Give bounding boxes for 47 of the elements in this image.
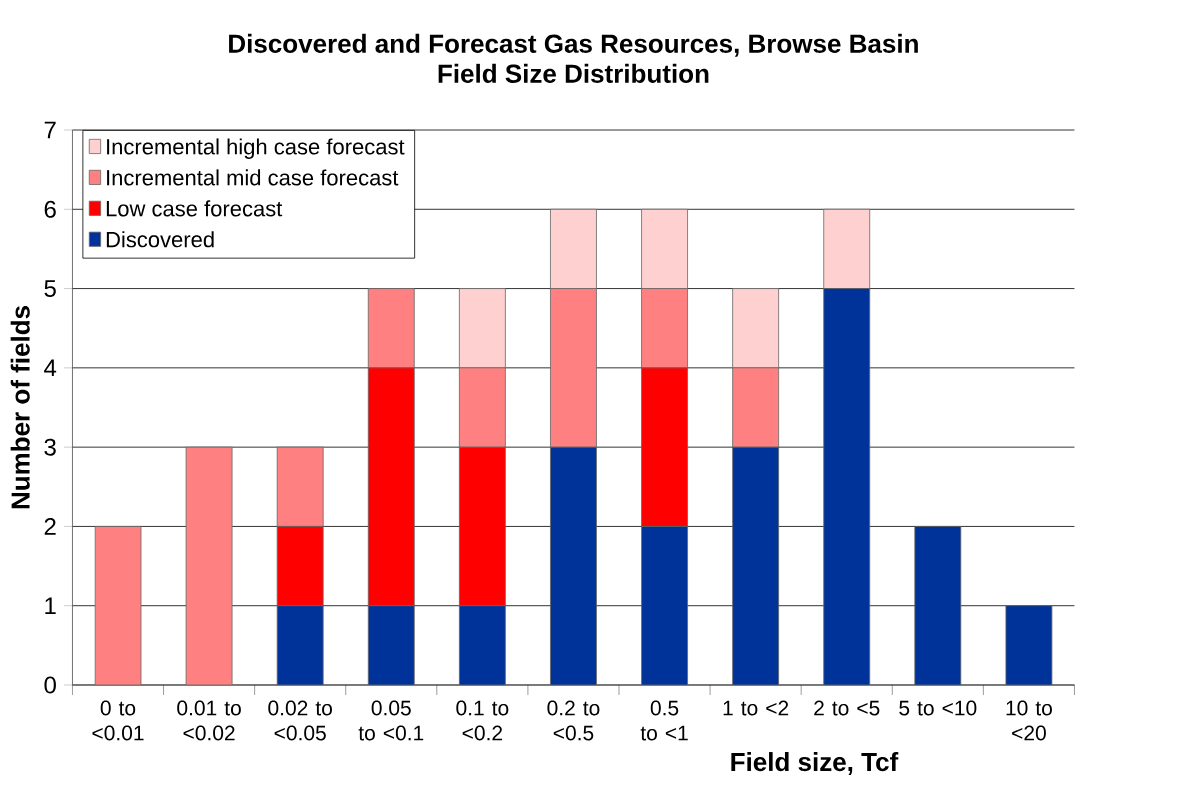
bar [94,526,142,685]
bar [367,605,415,685]
y-tick-label: 6 [44,200,56,218]
bar [732,367,780,448]
bar [276,446,324,527]
x-tick-label: 0.1 to <0.2 [456,700,509,741]
bar [1005,605,1053,685]
bar [732,446,780,685]
y-tick-label: 0 [44,676,56,694]
x-tick-label: 0.01 to <0.02 [177,700,241,741]
x-axis-title: Field size, Tcf [731,752,899,775]
legend-label: Low case forecast [106,200,283,217]
bar [367,288,415,369]
y-axis-title: Number of fields [10,306,30,509]
bar [367,367,415,607]
bar [185,446,233,685]
x-tick-label: 0.05 to <0.1 [358,700,424,741]
y-tick-label: 7 [44,121,56,139]
y-tick-label: 5 [44,280,56,297]
y-tick-label: 1 [45,597,56,614]
bar [641,526,688,685]
bar [550,288,597,448]
bar [458,367,506,448]
bar [276,605,324,685]
bar [458,605,506,685]
bar [641,288,688,369]
chart-subtitle: Field Size Distribution [438,63,709,83]
bar [641,367,688,527]
x-tick-label: 0.02 to <0.05 [268,700,332,741]
x-tick-label: 10 to <20 [1006,700,1052,741]
legend-label: Incremental high case forecast [107,138,405,159]
bar [914,526,962,685]
bar [458,446,506,607]
legend-label: Discovered [106,231,214,248]
y-tick-label: 2 [44,518,56,535]
bar [823,288,871,685]
legend-label: Incremental mid case forecast [107,169,399,186]
y-tick-label: 4 [44,359,57,377]
chart-title: Discovered and Forecast Gas Resources, Browse Basin [229,33,918,57]
y-tick-label: 3 [44,438,56,456]
x-tick-label: 5 to <10 [899,700,977,716]
x-tick-label: 0.5 to <1 [640,700,688,741]
bar [550,446,597,685]
x-tick-label: 2 to <5 [814,700,880,716]
x-tick-label: 1 to <2 [723,700,789,716]
x-tick-label: 0 to <0.01 [92,700,144,741]
x-tick-label: 0.2 to <0.5 [547,700,600,741]
